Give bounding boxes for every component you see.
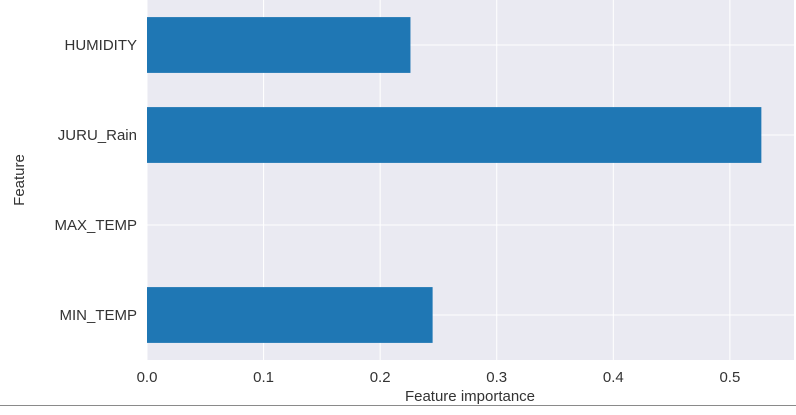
y-tick-label: JURU_Rain xyxy=(58,127,137,144)
x-tick-label: 0.1 xyxy=(253,369,274,386)
bar-min-temp xyxy=(147,287,433,343)
bar-juru-rain xyxy=(147,107,761,163)
y-tick-label: MIN_TEMP xyxy=(59,307,137,324)
x-tick-label: 0.5 xyxy=(719,369,740,386)
y-axis-label: Feature xyxy=(11,154,28,206)
y-tick-label: MAX_TEMP xyxy=(54,217,137,234)
x-tick-label: 0.4 xyxy=(603,369,624,386)
x-tick-label: 0.3 xyxy=(486,369,507,386)
y-tick-labels: HUMIDITY JURU_Rain MAX_TEMP MIN_TEMP xyxy=(54,37,137,324)
bottom-rule xyxy=(0,405,796,406)
x-tick-label: 0.2 xyxy=(370,369,391,386)
x-tick-labels: 0.0 0.1 0.2 0.3 0.4 0.5 xyxy=(137,369,741,386)
y-tick-label: HUMIDITY xyxy=(65,37,138,54)
bar-humidity xyxy=(147,17,410,73)
x-tick-label: 0.0 xyxy=(137,369,158,386)
x-axis-label: Feature importance xyxy=(405,388,535,405)
